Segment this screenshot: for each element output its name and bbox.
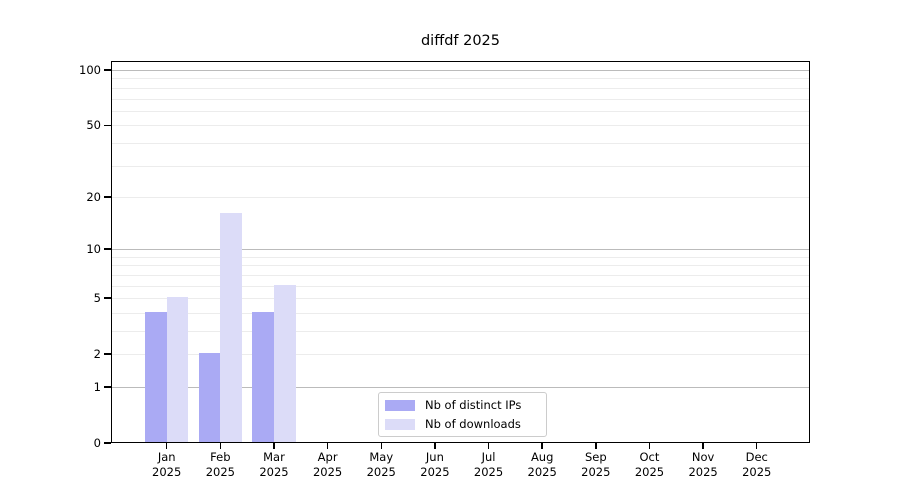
legend: Nb of distinct IPs Nb of downloads (378, 392, 547, 437)
gridline-minor (112, 330, 809, 332)
x-tick-label: Sep 2025 (581, 450, 611, 479)
gridline-minor (112, 142, 809, 144)
gridline-minor (112, 165, 809, 167)
gridline-major (112, 249, 809, 251)
gridline-minor (112, 256, 809, 258)
x-tick-label: Feb 2025 (205, 450, 235, 479)
gridline-minor (112, 354, 809, 356)
x-tick (595, 443, 597, 449)
x-tick-label: Jul 2025 (473, 450, 504, 479)
gridline-minor (112, 312, 809, 314)
x-tick (702, 443, 704, 449)
legend-swatch-distinct-ips (385, 399, 415, 411)
x-tick (380, 443, 382, 449)
x-tick-label: Jan 2025 (152, 450, 182, 479)
legend-item-downloads: Nb of downloads (385, 416, 546, 432)
plot-area (111, 61, 810, 443)
y-tick-label: 0 (93, 436, 101, 450)
y-tick (104, 69, 111, 71)
bar-downloads (166, 297, 189, 442)
legend-label: Nb of downloads (425, 417, 521, 431)
gridline-minor (112, 196, 809, 198)
x-tick (219, 443, 222, 449)
x-tick (755, 443, 758, 449)
y-tick-label: 20 (86, 189, 101, 204)
y-tick-label: 100 (79, 63, 101, 78)
x-tick-label: Jun 2025 (420, 450, 450, 479)
gridline-major (112, 70, 809, 72)
bar-downloads (220, 213, 243, 442)
x-tick-label: Dec 2025 (742, 450, 772, 479)
x-tick (165, 443, 168, 449)
gridline-minor (112, 265, 809, 267)
legend-label: Nb of distinct IPs (425, 398, 522, 412)
y-tick-label: 50 (86, 118, 101, 133)
x-tick-label: Apr 2025 (312, 450, 343, 479)
y-tick-label: 1 (93, 379, 101, 394)
x-tick-label: Mar 2025 (259, 450, 289, 479)
gridline-minor (112, 110, 809, 112)
bar-downloads (273, 284, 296, 442)
gridline-minor (112, 285, 809, 287)
gridline-minor (112, 125, 809, 127)
x-tick (273, 443, 275, 449)
y-tick (104, 353, 111, 355)
y-tick-label: 10 (86, 242, 101, 257)
x-tick-label: Aug 2025 (527, 450, 557, 479)
gridline-minor (112, 274, 809, 276)
gridline-minor (112, 98, 809, 100)
gridline-major (112, 386, 809, 388)
y-tick (104, 196, 111, 198)
bar-distinct-ips (252, 311, 274, 442)
legend-item-distinct-ips: Nb of distinct IPs (385, 397, 546, 413)
y-tick (104, 442, 111, 444)
x-tick-label: Oct 2025 (634, 450, 665, 479)
y-tick-label: 5 (93, 291, 101, 306)
bar-distinct-ips (145, 311, 167, 442)
gridline-minor (112, 87, 809, 89)
y-tick (104, 386, 111, 388)
y-tick (104, 297, 111, 299)
x-tick-label: May 2025 (366, 450, 396, 479)
x-tick (487, 443, 490, 449)
gridline-minor (112, 78, 809, 80)
y-tick (104, 248, 111, 250)
x-tick (648, 443, 651, 449)
legend-swatch-downloads (385, 418, 415, 430)
x-tick-label: Nov 2025 (688, 450, 718, 479)
x-tick (326, 443, 329, 449)
chart-title: diffdf 2025 (420, 33, 501, 49)
bar-distinct-ips (198, 353, 221, 442)
gridline-minor (112, 298, 809, 300)
y-tick-label: 2 (93, 347, 101, 362)
y-tick (104, 124, 111, 127)
x-tick (434, 443, 436, 449)
x-tick (541, 443, 543, 449)
